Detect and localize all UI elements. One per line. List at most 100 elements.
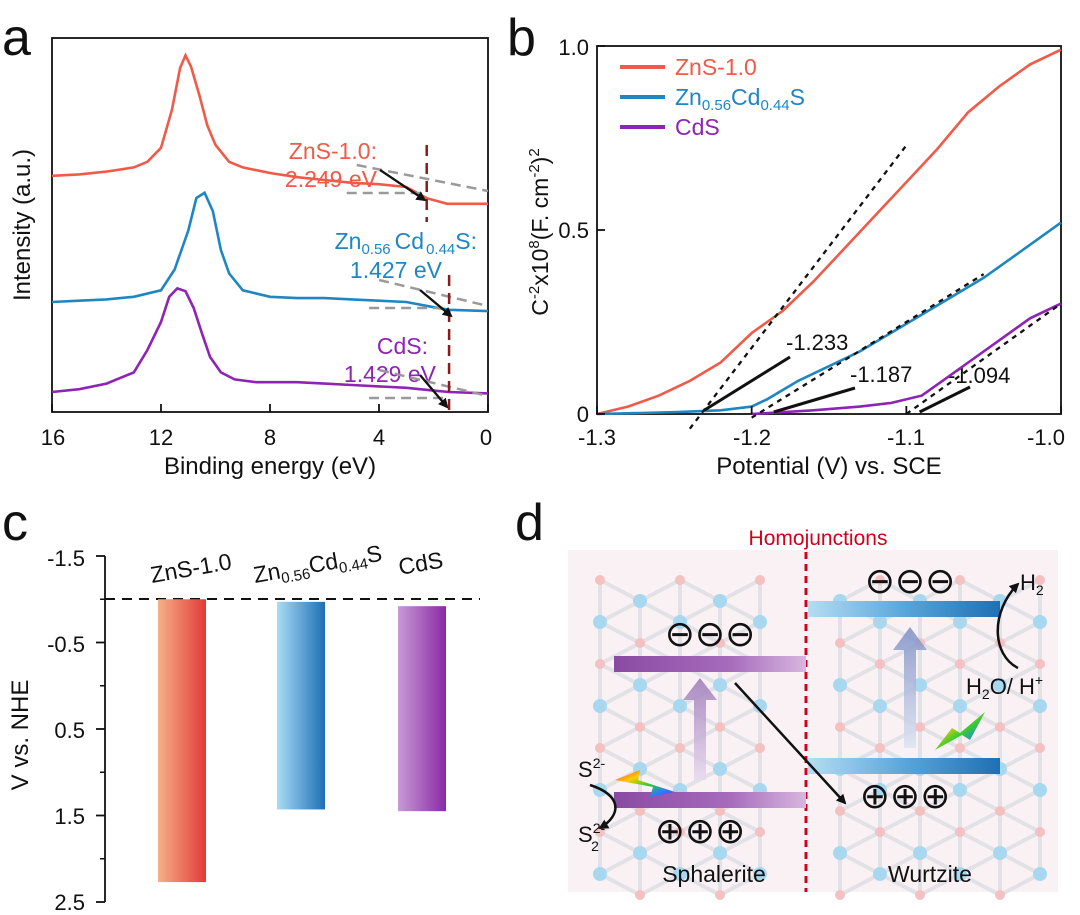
lattice-bond	[839, 809, 881, 834]
lattice-atom	[595, 659, 605, 669]
lattice-atom	[835, 722, 845, 732]
panel-a-xtick: 16	[41, 425, 65, 450]
lattice-bond	[719, 809, 761, 834]
lattice-atom	[915, 806, 925, 816]
panel-b-letter: b	[507, 9, 536, 67]
panel-c-category: Zn0.56Cd0.44S	[251, 540, 384, 592]
lattice-bond	[919, 704, 961, 729]
lattice-atom	[835, 890, 845, 900]
lattice-bond	[959, 578, 1001, 603]
lattice-bond	[599, 872, 641, 897]
lattice-atom	[635, 806, 645, 816]
lattice-bond	[959, 683, 1001, 708]
lattice-bond	[879, 830, 921, 855]
panel-a-cds-label-1: CdS:	[377, 333, 428, 359]
lattice-bond	[879, 872, 921, 897]
lattice-bond	[599, 830, 641, 855]
homojunction-label: Homojunctions	[749, 527, 888, 550]
lattice-atom	[715, 638, 725, 648]
lattice-atom	[633, 594, 647, 608]
lattice-bond	[719, 830, 761, 855]
panel-b-intercept-arrow	[773, 386, 856, 414]
lattice-atom	[635, 890, 645, 900]
lattice-bond	[639, 620, 681, 645]
lattice-atom	[953, 783, 967, 797]
lattice-bond	[679, 620, 721, 645]
panel-a-xtick: 12	[149, 425, 173, 450]
lattice-bond	[999, 788, 1041, 813]
lattice-bond	[599, 704, 641, 729]
panel-b-ytick: 0	[577, 402, 589, 427]
lattice-bond	[839, 830, 881, 855]
lattice-bond	[879, 851, 921, 876]
lattice-atom	[835, 806, 845, 816]
lattice-atom	[595, 743, 605, 753]
lattice-bond	[639, 851, 681, 876]
lattice-bond	[599, 620, 641, 645]
sulfide-ion: S2-	[578, 755, 605, 782]
legend-label-zns: ZnS-1.0	[675, 54, 757, 80]
lattice-bond	[839, 788, 881, 813]
lattice-atom	[713, 762, 727, 776]
lattice-atom	[715, 890, 725, 900]
lattice-atom	[1035, 827, 1045, 837]
lattice-atom	[635, 638, 645, 648]
panel-a-chart: Intensity (a.u.) Binding energy (eV) 16 …	[9, 37, 492, 480]
panel-c-category: CdS	[396, 547, 445, 580]
lattice-atom	[755, 827, 765, 837]
lattice-atom	[675, 827, 685, 837]
lattice-bond	[919, 578, 961, 603]
lattice-atom	[673, 699, 687, 713]
panel-b-frame	[596, 45, 1062, 415]
panel-c-category: ZnS-1.0	[148, 548, 233, 588]
legend-label-znc: Zn0.56Cd0.44S	[675, 84, 805, 114]
lattice-atom	[953, 699, 967, 713]
lattice-atom	[833, 846, 847, 860]
panel-a-series-line	[51, 190, 489, 313]
lattice-bond	[839, 662, 881, 687]
panel-b-intercept-arrow	[703, 355, 791, 412]
panel-c-bar	[398, 606, 446, 812]
lattice-atom	[593, 867, 607, 881]
lattice-bond	[879, 578, 921, 603]
lattice-atom	[875, 827, 885, 837]
lattice-bond	[999, 830, 1041, 855]
lattice-bond	[919, 725, 961, 750]
panel-d-diagram: Homojunctions ⊖⊖⊖ ⊖⊖⊖ ⊕⊕⊕ ⊕⊕⊕ H2 H2O/ H+…	[568, 527, 1058, 900]
panel-b-xtick: -1.1	[887, 425, 925, 450]
lattice-atom	[995, 806, 1005, 816]
lattice-bond	[839, 641, 881, 666]
panel-c-bar	[158, 599, 206, 883]
lattice-atom	[993, 678, 1007, 692]
lattice-bond	[959, 620, 1001, 645]
lattice-bond	[999, 620, 1041, 645]
lattice-atom	[1033, 867, 1047, 881]
panel-a-zns-label-2: 2.249 eV	[285, 166, 378, 192]
lattice-atom	[915, 890, 925, 900]
right-conduction-band	[808, 601, 1000, 617]
panel-c-letter: c	[2, 494, 28, 552]
lattice-bond	[719, 725, 761, 750]
left-holes: ⊕⊕⊕	[655, 810, 746, 851]
lattice-atom	[873, 699, 887, 713]
water-reactant: H2O/ H+	[966, 672, 1043, 702]
lattice-bond	[919, 809, 961, 834]
h2-product: H2	[1020, 570, 1044, 598]
lattice-atom	[955, 659, 965, 669]
lattice-atom	[673, 867, 687, 881]
lattice-bond	[839, 725, 881, 750]
lattice-bond	[719, 872, 761, 897]
lattice-bond	[999, 641, 1041, 666]
lattice-bond	[639, 767, 681, 792]
lattice-atom	[875, 659, 885, 669]
lattice-bond	[599, 683, 641, 708]
lattice-atom	[1035, 659, 1045, 669]
panel-a-znc-label-2: 1.427 eV	[350, 257, 443, 283]
lattice-atom	[753, 615, 767, 629]
panel-a-series-line	[51, 52, 488, 206]
right-phase-label: Wurtzite	[888, 861, 972, 887]
lattice-bond	[599, 851, 641, 876]
lattice-bond	[919, 788, 961, 813]
legend-label-cds: CdS	[675, 114, 720, 140]
panel-a-xtick: 8	[264, 425, 276, 450]
